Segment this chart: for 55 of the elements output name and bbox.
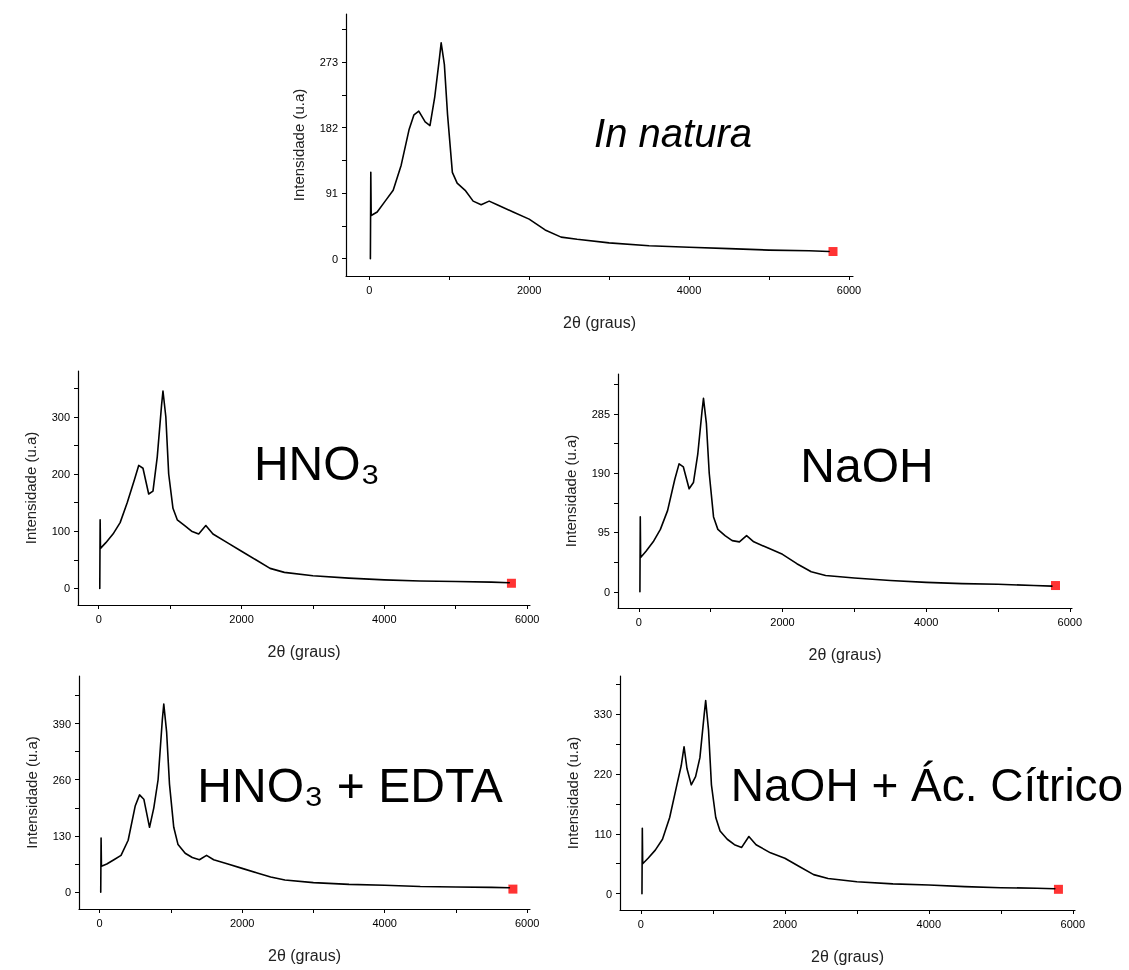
x-tick-label: 2000	[516, 283, 542, 296]
x-tick-label: 2000	[770, 615, 795, 628]
y-tick-label: 0	[64, 886, 71, 899]
x-axis-title: 2θ (graus)	[268, 946, 341, 964]
y-tick-label: 330	[593, 708, 612, 721]
x-axis-title: 2θ (graus)	[267, 642, 341, 660]
y-tick-label: 0	[63, 582, 70, 595]
y-tick-label: 285	[591, 407, 610, 420]
x-tick-label: 4000	[372, 916, 397, 929]
y-tick-label: 91	[325, 187, 338, 200]
y-tick-label: 95	[597, 526, 610, 539]
x-tick-label: 4000	[372, 612, 397, 625]
text: HNO₃ + EDTA	[197, 758, 503, 812]
text: In natura	[594, 111, 752, 155]
y-axis-title: Intensidade (u.a)	[562, 434, 579, 548]
y-tick-label: 390	[52, 717, 71, 730]
x-tick-label: 2000	[229, 916, 255, 929]
y-tick-label: 100	[51, 525, 70, 538]
y-tick-label: 260	[52, 773, 71, 786]
x-tick-label: 6000	[514, 916, 540, 929]
y-axis-title: Intensidade (u.a)	[22, 431, 39, 545]
y-axis-title: Intensidade (u.a)	[290, 88, 307, 202]
x-tick-label: 2000	[772, 917, 798, 930]
x-axis-title: 2θ (graus)	[563, 313, 636, 331]
y-tick-label: 0	[603, 585, 610, 598]
text: NaOH + Ác. Cítrico	[730, 759, 1124, 811]
text: NaOH	[800, 438, 934, 492]
x-tick-label: 6000	[1060, 917, 1086, 930]
x-tick-label: 0	[96, 916, 103, 929]
x-tick-label: 6000	[1057, 615, 1083, 628]
x-tick-label: 6000	[836, 283, 862, 296]
y-tick-label: 0	[331, 252, 338, 265]
x-tick-label: 2000	[229, 612, 254, 625]
y-axis-title: Intensidade (u.a)	[564, 736, 581, 850]
x-tick-label: 0	[635, 615, 642, 628]
text: HNO₃	[253, 436, 381, 490]
y-tick-label: 0	[605, 887, 612, 900]
x-tick-label: 6000	[514, 612, 540, 625]
y-tick-label: 182	[319, 121, 338, 134]
y-tick-label: 190	[591, 467, 610, 480]
x-tick-label: 4000	[676, 283, 702, 296]
x-tick-label: 0	[366, 283, 373, 296]
x-tick-label: 0	[95, 612, 102, 625]
y-tick-label: 110	[594, 827, 612, 840]
x-axis-title: 2θ (graus)	[808, 645, 882, 663]
y-tick-label: 200	[51, 467, 70, 480]
y-axis-title: Intensidade (u.a)	[23, 736, 40, 849]
y-tick-label: 273	[319, 56, 338, 69]
y-tick-label: 300	[51, 410, 70, 423]
x-tick-label: 4000	[916, 917, 942, 930]
x-axis-title: 2θ (graus)	[811, 947, 884, 965]
y-tick-label: 220	[593, 767, 612, 780]
y-tick-label: 130	[52, 829, 71, 842]
x-tick-label: 4000	[913, 615, 939, 628]
x-tick-label: 0	[637, 917, 644, 930]
